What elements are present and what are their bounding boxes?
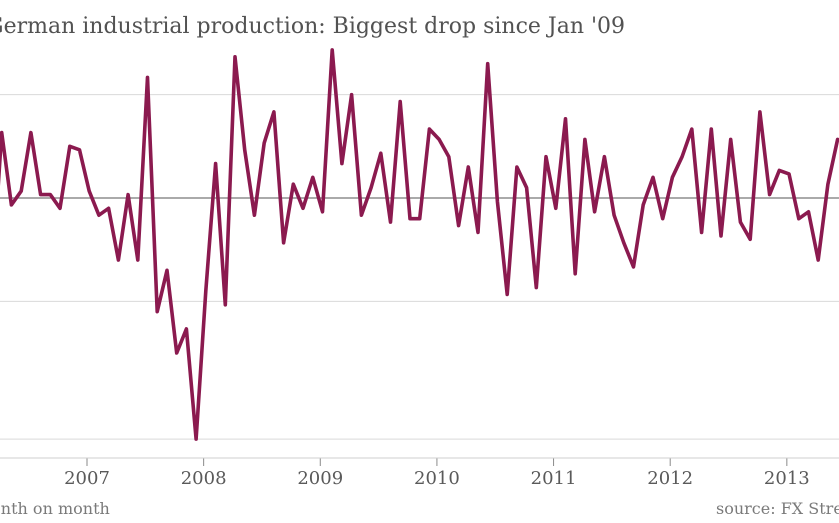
x-tick-label: 2012 [647, 468, 693, 489]
x-tick-label: 2007 [64, 468, 110, 489]
series-line [0, 48, 839, 441]
chart-title: German industrial production: Biggest dr… [0, 14, 626, 39]
x-tick-label: 2010 [414, 468, 460, 489]
source-note: source: FX Street [716, 499, 839, 518]
x-tick-label: 2008 [181, 468, 227, 489]
gridlines [0, 94, 839, 440]
y-axis-label: month on month [0, 499, 110, 518]
x-tick-label: 2011 [531, 468, 577, 489]
x-tick-label: 2013 [764, 468, 810, 489]
x-axis: 20072008200920102011201220132014 [0, 457, 839, 489]
x-tick-label: 2009 [297, 468, 343, 489]
